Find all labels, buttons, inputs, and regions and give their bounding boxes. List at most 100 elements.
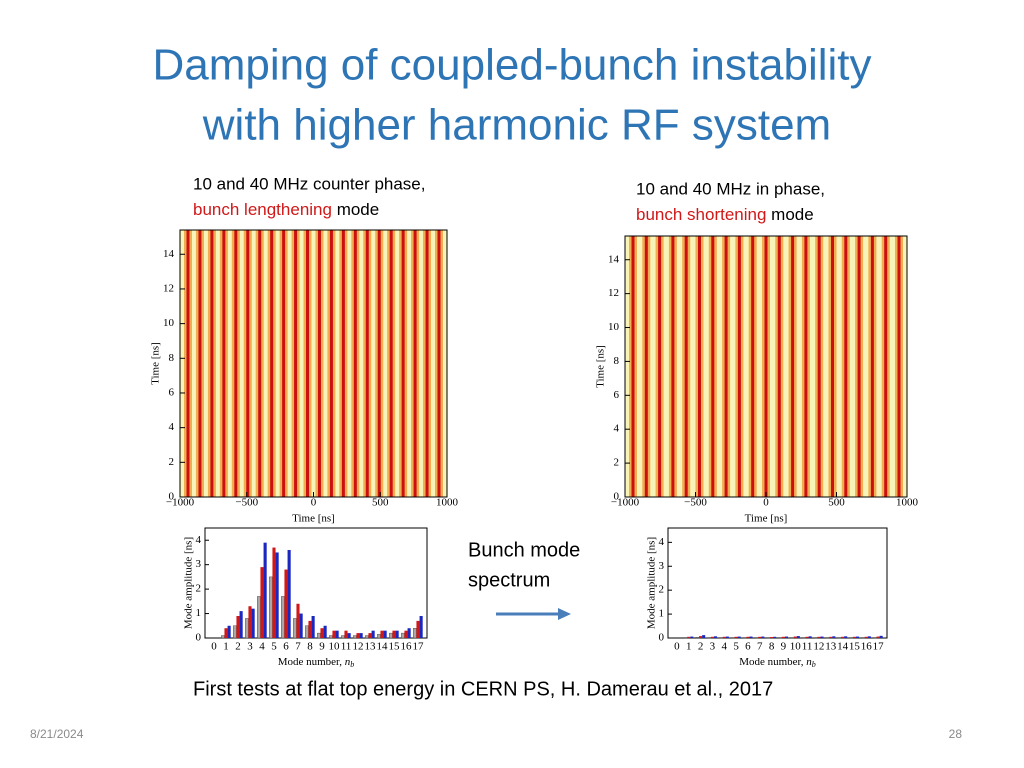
bar (359, 633, 363, 638)
bar (332, 630, 336, 638)
bar (236, 616, 240, 638)
y-axis-label: Time [ns] (150, 342, 162, 385)
bar (864, 636, 868, 638)
stripe-core (425, 230, 429, 497)
y-tick-label: 3 (196, 558, 202, 570)
stripe-core (698, 236, 701, 497)
x-tick-label: 10 (790, 641, 802, 653)
bar (702, 635, 706, 638)
x-tick-label: 7 (757, 641, 763, 653)
bar (269, 576, 273, 639)
bar (311, 616, 315, 638)
y-tick-label: 8 (614, 355, 620, 367)
heading-rest: mode (766, 205, 813, 224)
x-tick-label: 14 (837, 641, 849, 653)
y-tick-label: 2 (196, 583, 202, 595)
bar (371, 630, 375, 638)
stripe-core (270, 230, 274, 497)
x-tick-label: −1000 (611, 497, 640, 509)
bar (329, 635, 333, 639)
bar (879, 635, 883, 638)
bar (317, 632, 321, 639)
bar (233, 625, 237, 639)
bar (299, 613, 303, 638)
x-tick-label: 8 (769, 641, 775, 653)
bar (844, 636, 848, 638)
bar (852, 636, 856, 638)
bar (713, 636, 718, 638)
panel-heading: 10 and 40 MHz counter phase, (193, 174, 425, 193)
bar (722, 636, 726, 638)
stripe-core (737, 236, 741, 497)
stripe-core (857, 236, 861, 497)
stripe-core (234, 230, 238, 497)
y-tick-label: 0 (614, 491, 620, 503)
bar (263, 542, 267, 638)
bar (239, 611, 243, 638)
stripe-core (684, 236, 688, 497)
x-tick-label: 0 (311, 497, 317, 509)
x-tick-label: 17 (413, 641, 425, 653)
bar (841, 636, 845, 638)
y-tick-label: 12 (163, 282, 174, 294)
bar (323, 625, 327, 638)
stripe-core (186, 230, 190, 497)
y-axis-label: Mode amplitude [ns] (183, 537, 195, 629)
x-tick-label: 5 (271, 641, 277, 653)
bar (690, 636, 694, 638)
y-tick-label: 3 (659, 560, 665, 572)
arrow-head (558, 608, 571, 620)
x-tick-label: 12 (353, 641, 364, 653)
arrow-label: Bunch mode (468, 539, 580, 561)
panel-heading: bunch lengthening mode (193, 200, 379, 219)
x-axis-label-sub: b (350, 660, 354, 669)
x-tick-label: 14 (377, 641, 389, 653)
heading-rest: mode (332, 200, 379, 219)
x-tick-label: 500 (828, 497, 845, 509)
bar (335, 630, 339, 638)
y-tick-label: 0 (659, 632, 665, 644)
bar (805, 636, 809, 638)
x-tick-label: 11 (341, 641, 352, 653)
y-tick-label: 8 (169, 352, 175, 364)
stripe-core (413, 230, 417, 497)
bar (746, 636, 750, 638)
bar (710, 636, 714, 638)
x-tick-label: 11 (802, 641, 813, 653)
x-axis-label-var: n (806, 656, 812, 668)
stripe-core (644, 236, 648, 497)
page-number: 28 (949, 727, 963, 741)
stripe-core (870, 236, 874, 497)
x-tick-label: 16 (401, 641, 413, 653)
bar (867, 636, 871, 638)
stripe-core (341, 230, 345, 497)
bar (876, 636, 880, 638)
x-tick-label: −500 (684, 497, 707, 509)
y-tick-label: 4 (169, 421, 175, 433)
x-tick-label: 6 (745, 641, 751, 653)
bar (227, 625, 231, 638)
y-tick-label: 10 (163, 317, 175, 329)
y-tick-label: 12 (608, 287, 619, 299)
x-tick-label: 3 (710, 641, 716, 653)
bar (320, 628, 324, 638)
bar (758, 636, 762, 638)
bar (796, 636, 800, 638)
bar (275, 552, 279, 638)
stripe-core (711, 236, 715, 497)
bar (224, 628, 228, 638)
bar (344, 630, 348, 638)
y-axis-label: Mode amplitude [ns] (646, 537, 658, 629)
x-tick-label: 4 (259, 641, 265, 653)
x-tick-label: 12 (813, 641, 824, 653)
slide-title: with higher harmonic RF system (202, 101, 831, 150)
bar (380, 630, 384, 638)
x-tick-label: 17 (873, 641, 885, 653)
y-tick-label: 2 (659, 584, 665, 596)
bar (305, 625, 309, 639)
stripe-core (258, 230, 262, 497)
x-tick-label: −1000 (166, 497, 195, 509)
bar (395, 630, 399, 638)
bar (365, 635, 369, 639)
x-axis-label-sub: b (812, 660, 816, 669)
